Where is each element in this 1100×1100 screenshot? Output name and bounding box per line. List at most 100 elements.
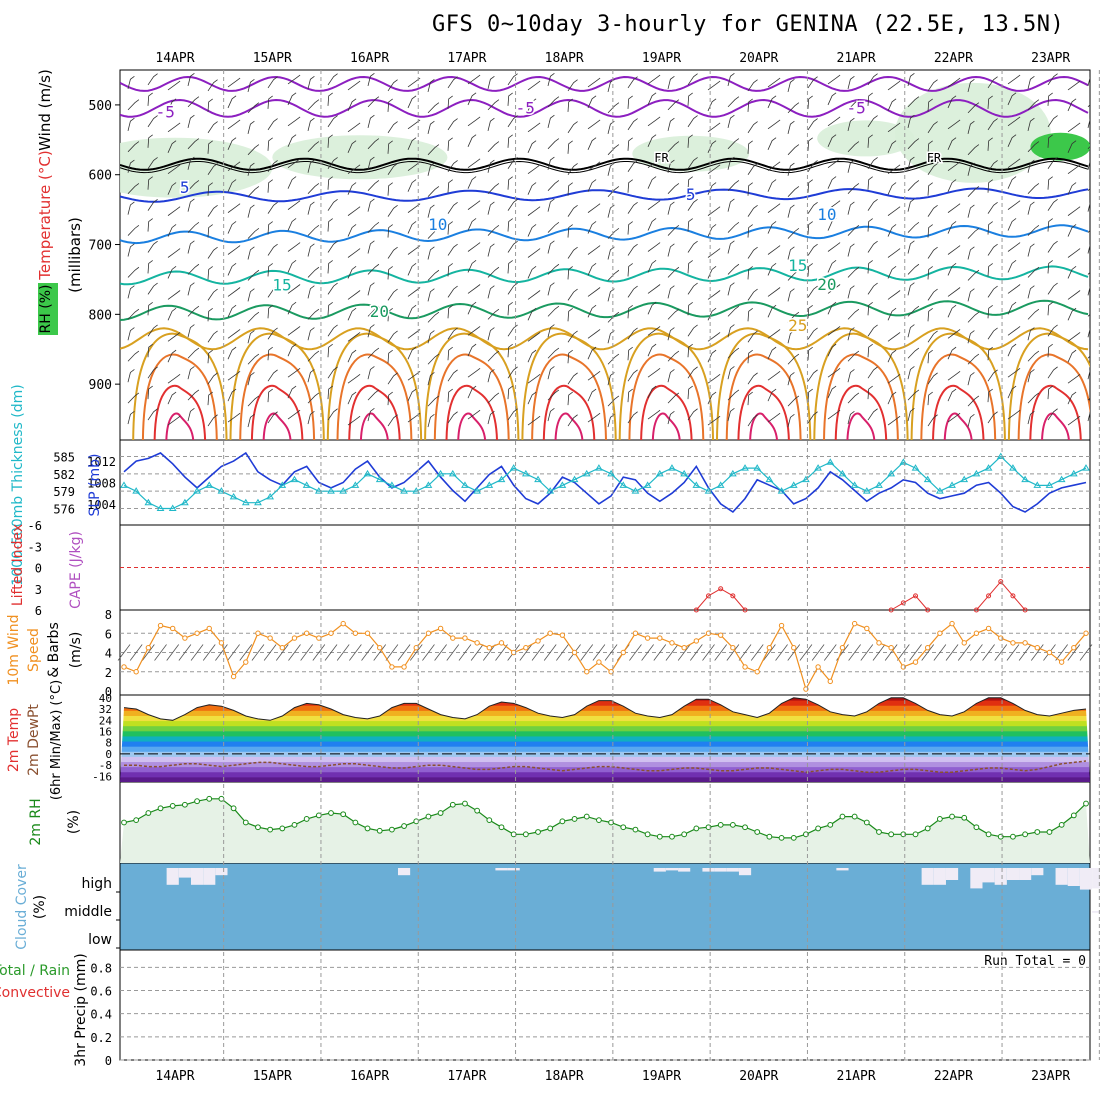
- wind-barb: [247, 228, 260, 239]
- rh-point: [766, 833, 773, 840]
- wind-barb: [147, 218, 153, 232]
- wind-barb: [847, 411, 855, 425]
- wind-barb: [687, 73, 698, 86]
- wind-barb: [467, 92, 477, 106]
- wind-barb: [247, 162, 255, 176]
- wind10-barb: [690, 644, 703, 661]
- wind-barb: [147, 324, 158, 337]
- wind-barb: [387, 182, 393, 196]
- rh-point: [267, 826, 274, 833]
- wind-speed-point: [669, 640, 675, 646]
- boundary-layer-contour: [142, 353, 218, 440]
- wind-barb: [1027, 99, 1040, 111]
- date-label-bottom: 15APR: [253, 1069, 292, 1084]
- rh-point: [303, 816, 310, 822]
- wind-speed-point: [157, 622, 164, 629]
- wind-barb: [127, 308, 140, 320]
- wind-barb: [487, 225, 500, 236]
- rh-point: [328, 810, 334, 816]
- wind-barb: [507, 385, 513, 400]
- wind-barb: [827, 343, 837, 357]
- wind10-barb: [1067, 644, 1081, 661]
- cloud-high-cell: [495, 868, 508, 871]
- date-label-top: 15APR: [253, 51, 292, 66]
- cloud-high-cell: [1019, 868, 1032, 880]
- wind-barb: [667, 159, 675, 173]
- wind-barb: [607, 311, 620, 323]
- rh-point: [169, 803, 176, 809]
- thickness-point: [850, 481, 859, 488]
- wind-barb: [987, 411, 998, 424]
- wind-barb: [187, 138, 200, 150]
- wind-barb: [327, 218, 333, 232]
- wind-barb: [447, 137, 453, 151]
- wind-barb: [247, 372, 255, 386]
- wind-barb: [1007, 409, 1021, 420]
- wind-barb: [1067, 206, 1081, 216]
- wind-barb: [867, 302, 873, 316]
- wind-barb: [227, 370, 241, 381]
- wind-barb: [527, 98, 537, 112]
- wind-barb: [1087, 243, 1090, 254]
- wind-barb: [1027, 266, 1040, 278]
- wind-barb: [987, 137, 993, 151]
- date-label-bottom: 23APR: [1031, 1069, 1070, 1084]
- lifted-tick-label: -3: [28, 540, 42, 554]
- wind-barb: [487, 141, 500, 153]
- rh-point: [1058, 821, 1065, 828]
- rh-point: [462, 800, 468, 807]
- cloud-high-cell: [653, 868, 666, 872]
- wind-barb: [547, 180, 560, 191]
- wind-barb: [707, 349, 717, 363]
- wind-barb: [467, 260, 477, 273]
- wind-barb: [427, 228, 440, 239]
- wind-barb: [667, 201, 675, 215]
- wind-barb: [147, 366, 158, 379]
- wind-speed-point: [791, 644, 797, 651]
- wind-speed-point: [924, 644, 931, 651]
- wind-barb: [227, 203, 241, 213]
- wind-barb: [387, 98, 393, 112]
- wind-barb: [267, 346, 273, 361]
- rh-point: [425, 813, 432, 820]
- cloud-high-cell: [203, 868, 216, 885]
- wind-barb: [867, 324, 878, 337]
- wind-barb: [447, 285, 458, 298]
- wind-barb: [347, 122, 361, 133]
- wind-barb: [687, 260, 693, 274]
- contour-label: FR: [927, 151, 942, 165]
- temp-band: [120, 735, 1090, 742]
- wind-barb: [147, 240, 158, 253]
- wind-barb: [507, 157, 518, 169]
- wind-barb: [987, 346, 993, 361]
- wind-barb: [647, 242, 661, 252]
- wind-barb: [527, 248, 541, 258]
- wind-barb: [547, 240, 555, 254]
- wind-barb: [827, 158, 841, 169]
- wind-barb: [907, 72, 915, 87]
- wind-barb: [907, 366, 915, 380]
- wind-barb: [807, 346, 813, 361]
- date-label-top: 16APR: [350, 51, 389, 66]
- thickness-point: [972, 469, 981, 477]
- thickness-point: [875, 481, 883, 488]
- wind-barb: [967, 246, 975, 260]
- wind-barb: [387, 414, 398, 427]
- boundary-layer-contour: [1029, 384, 1082, 440]
- wind-barb: [547, 114, 555, 128]
- wind-barb: [707, 206, 721, 216]
- wind-barb: [307, 201, 315, 215]
- thickness-point: [485, 481, 494, 488]
- wind-barb: [1067, 98, 1077, 112]
- thickness-point: [1082, 464, 1090, 471]
- wind-barb: [427, 144, 440, 156]
- thickness-point: [509, 464, 518, 471]
- wind-barb: [787, 269, 800, 281]
- wind-barb: [1067, 266, 1077, 279]
- wind10-barb: [945, 644, 959, 661]
- wind-barb: [427, 269, 440, 281]
- wind-barb: [967, 162, 975, 176]
- wind-barb: [327, 134, 333, 148]
- wind-barb: [687, 176, 693, 190]
- wind-barb: [347, 80, 361, 91]
